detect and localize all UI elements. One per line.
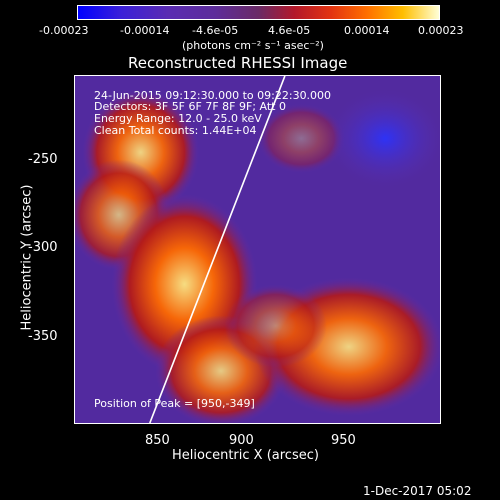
- y-tick-label: -250: [28, 152, 58, 167]
- colorbar-tick: 4.6e-05: [268, 24, 311, 37]
- clean-counts-line: Clean Total counts: 1.44E+04: [94, 124, 257, 137]
- colorbar-tick: 0.00023: [418, 24, 464, 37]
- y-tick-label: -300: [28, 240, 58, 255]
- colorbar-tick: -0.00014: [120, 24, 170, 37]
- colorbar-units: (photons cm⁻² s⁻¹ asec⁻²): [182, 39, 324, 52]
- colorbar-tick: -4.6e-05: [192, 24, 239, 37]
- y-tick-label: -350: [28, 329, 58, 344]
- obs-time-range: 24-Jun-2015 09:12:30.000 to 09:22:30.000: [94, 89, 332, 102]
- rhessi-image: [75, 76, 440, 423]
- rhessi-image-panel: [74, 75, 441, 424]
- colorbar-tick: 0.00014: [344, 24, 390, 37]
- colorbar: [77, 5, 440, 20]
- peak-position-label: Position of Peak = [950,-349]: [94, 397, 255, 410]
- x-axis-label: Heliocentric X (arcsec): [172, 448, 319, 463]
- x-tick-label: 850: [145, 433, 170, 448]
- plot-title: Reconstructed RHESSI Image: [128, 54, 348, 72]
- detectors-line: Detectors: 3F 5F 6F 7F 8F 9F; Att 0: [94, 100, 286, 113]
- colorbar-tick: -0.00023: [39, 24, 89, 37]
- y-axis-label: Heliocentric Y (arcsec): [19, 184, 35, 331]
- footer-date: 1-Dec-2017 05:02: [363, 484, 472, 498]
- x-tick-label: 900: [229, 433, 254, 448]
- energy-range-line: Energy Range: 12.0 - 25.0 keV: [94, 112, 262, 125]
- x-tick-label: 950: [331, 433, 356, 448]
